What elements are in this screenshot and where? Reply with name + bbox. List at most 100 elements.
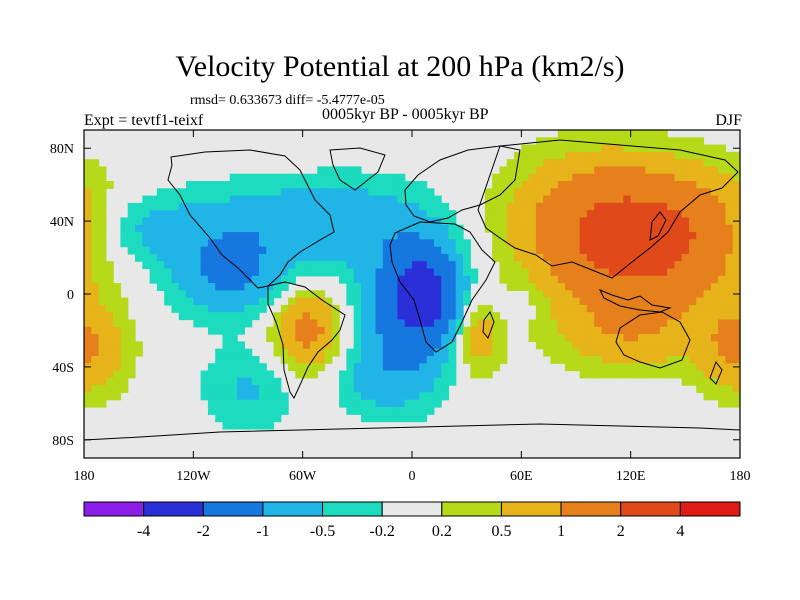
field-cell	[360, 312, 369, 321]
field-cell	[91, 239, 100, 248]
field-cell	[91, 399, 100, 408]
field-cell	[288, 224, 296, 233]
field-cell	[251, 355, 260, 364]
field-cell	[463, 261, 471, 270]
field-cell	[667, 363, 675, 372]
field-cell	[244, 173, 253, 182]
field-cell	[667, 312, 675, 321]
field-cell	[543, 166, 552, 175]
field-cell	[616, 173, 624, 182]
field-cell	[433, 261, 442, 270]
field-cell	[273, 224, 282, 233]
field-cell	[506, 232, 515, 240]
field-cell	[652, 283, 661, 291]
field-cell	[295, 239, 304, 248]
field-cell	[645, 334, 654, 342]
field-cell	[586, 217, 595, 226]
field-cell	[244, 239, 253, 248]
field-cell	[237, 290, 245, 299]
field-cell	[193, 275, 202, 284]
field-cell	[696, 144, 705, 153]
field-cell	[659, 137, 668, 146]
field-cell	[258, 181, 267, 189]
field-cell	[339, 188, 347, 197]
field-cell	[171, 275, 180, 284]
field-cell	[557, 144, 566, 153]
field-cell	[521, 159, 530, 168]
field-cell	[710, 159, 719, 168]
field-cell	[652, 159, 661, 168]
field-cell	[667, 181, 675, 189]
field-cell	[390, 414, 399, 423]
field-cell	[579, 188, 588, 197]
field-cell	[353, 348, 362, 357]
field-cell	[601, 290, 610, 299]
field-cell	[412, 195, 420, 204]
field-cell	[630, 297, 639, 306]
field-cell	[463, 341, 471, 350]
field-cell	[557, 224, 566, 233]
field-cell	[419, 181, 428, 189]
field-cell	[703, 246, 712, 255]
field-cell	[681, 348, 690, 357]
field-cell	[207, 210, 216, 219]
field-cell	[688, 210, 697, 219]
field-cell	[288, 268, 296, 277]
field-cell	[164, 224, 173, 233]
field-cell	[688, 312, 697, 321]
field-cell	[637, 166, 646, 175]
field-cell	[703, 173, 712, 182]
field-cell	[244, 181, 253, 189]
field-cell	[433, 334, 442, 342]
field-cell	[346, 370, 355, 379]
field-cell	[659, 341, 668, 350]
field-cell	[543, 217, 552, 226]
field-cell	[404, 326, 413, 335]
field-cell	[404, 253, 413, 262]
field-cell	[543, 210, 552, 219]
field-cell	[222, 319, 231, 328]
field-cell	[346, 224, 355, 233]
field-cell	[317, 341, 326, 350]
field-cell	[463, 283, 471, 291]
field-cell	[718, 144, 727, 153]
field-cell	[309, 363, 318, 372]
field-cell	[419, 377, 428, 386]
field-cell	[608, 195, 617, 204]
x-tick-label: 120E	[616, 469, 646, 484]
field-cell	[258, 392, 267, 401]
field-cell	[258, 363, 267, 372]
field-cell	[309, 304, 318, 313]
field-cell	[280, 406, 289, 415]
field-cell	[688, 159, 697, 168]
field-cell	[200, 290, 209, 299]
field-cell	[492, 341, 501, 350]
field-cell	[455, 224, 464, 233]
field-cell	[579, 239, 588, 248]
field-cell	[586, 348, 595, 357]
field-cell	[375, 181, 384, 189]
field-cell	[616, 304, 624, 313]
field-cell	[499, 341, 508, 350]
field-cell	[368, 202, 377, 211]
field-cell	[84, 253, 92, 262]
field-cell	[404, 370, 413, 379]
field-cell	[360, 188, 369, 197]
field-cell	[710, 275, 719, 284]
field-cell	[506, 195, 515, 204]
field-cell	[696, 275, 705, 284]
field-cell	[484, 217, 493, 226]
field-cell	[579, 312, 588, 321]
field-cell	[353, 275, 362, 284]
field-cell	[616, 232, 624, 240]
field-cell	[280, 326, 289, 335]
field-cell	[186, 246, 194, 255]
field-cell	[324, 312, 333, 321]
field-cell	[309, 355, 318, 364]
field-cell	[426, 377, 435, 386]
field-cell	[601, 370, 610, 379]
field-cell	[404, 195, 413, 204]
field-cell	[295, 181, 304, 189]
field-cell	[339, 232, 347, 240]
field-cell	[521, 232, 530, 240]
